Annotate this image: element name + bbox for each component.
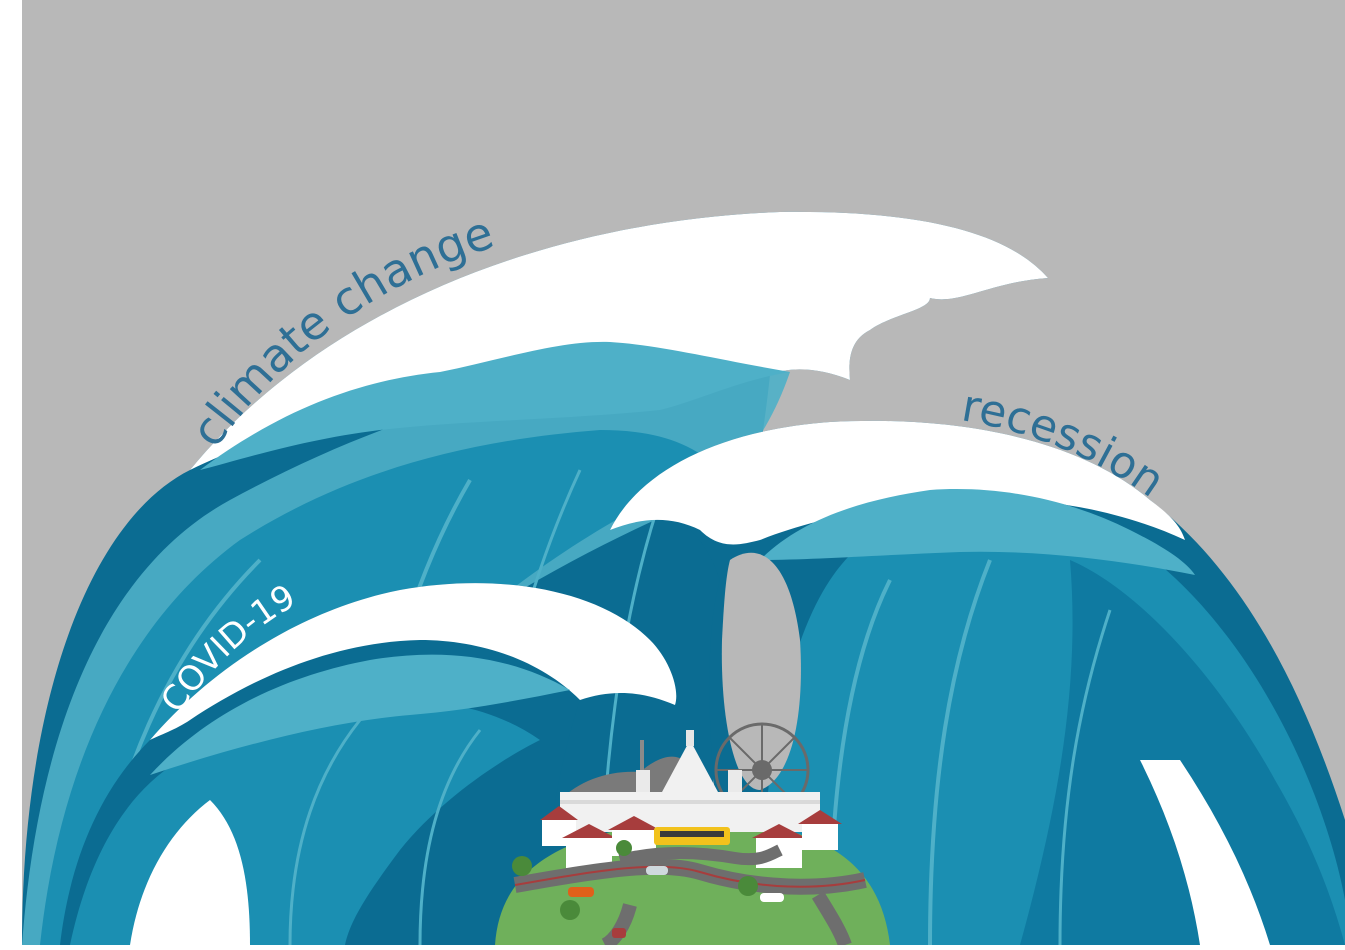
- recession-wave-foam: [610, 420, 1185, 545]
- recession-wave-crest: [760, 489, 1195, 575]
- cars: [568, 866, 784, 938]
- roads: [513, 844, 867, 950]
- gray-hill: [560, 756, 690, 800]
- recession-wave-spray: [1140, 760, 1270, 945]
- recession-wave-deep-band: [1020, 560, 1345, 945]
- covid-wave-foam: [150, 583, 677, 740]
- covid-wave-stroke-1: [288, 719, 362, 946]
- climate-wave-crest: [200, 341, 790, 470]
- covid-wave-spray: [130, 800, 250, 945]
- recession-wave-stroke-3: [1058, 609, 1112, 946]
- wave-gap: [721, 552, 801, 790]
- city-scene: [495, 722, 890, 950]
- bus-windows: [660, 831, 724, 837]
- trees: [512, 840, 758, 920]
- recession-wave-stroke-2: [928, 559, 992, 946]
- climate-wave-foam: [190, 211, 1048, 470]
- covid-wave-crest: [150, 654, 570, 775]
- covid-wave-stroke-2: [418, 729, 482, 946]
- recession-wave: recession: [610, 381, 1345, 946]
